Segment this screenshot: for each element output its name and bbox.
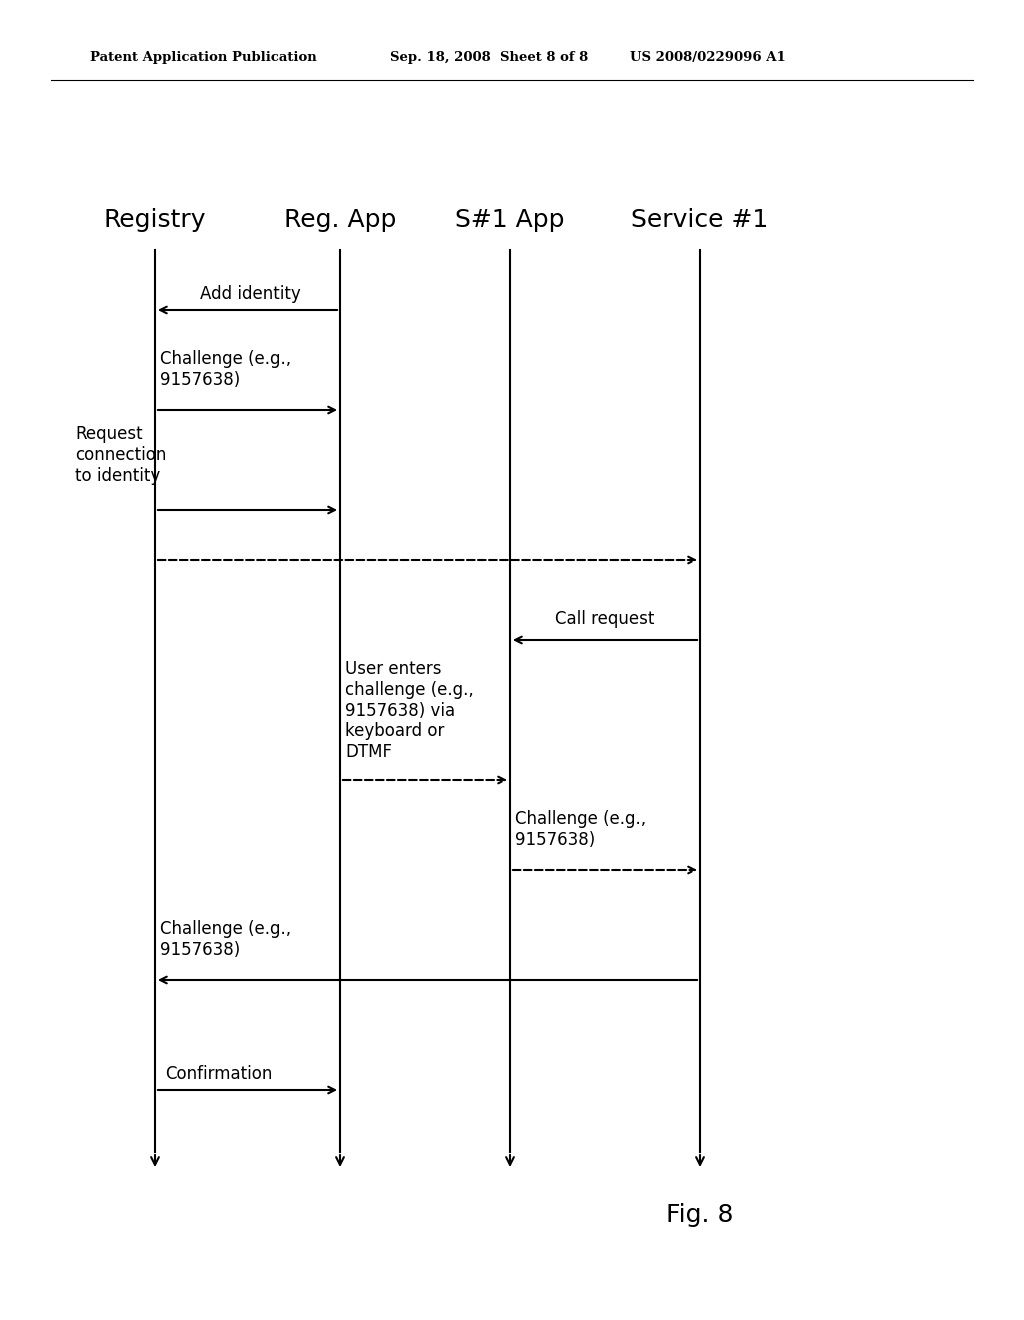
Text: Confirmation: Confirmation — [165, 1065, 272, 1082]
Text: Reg. App: Reg. App — [284, 209, 396, 232]
Text: Challenge (e.g.,
9157638): Challenge (e.g., 9157638) — [515, 810, 646, 849]
Text: User enters
challenge (e.g.,
9157638) via
keyboard or
DTMF: User enters challenge (e.g., 9157638) vi… — [345, 660, 474, 762]
Text: Registry: Registry — [103, 209, 206, 232]
Text: Fig. 8: Fig. 8 — [667, 1203, 734, 1228]
Text: Add identity: Add identity — [200, 285, 301, 304]
Text: Challenge (e.g.,
9157638): Challenge (e.g., 9157638) — [160, 350, 291, 389]
Text: US 2008/0229096 A1: US 2008/0229096 A1 — [630, 51, 785, 65]
Text: Challenge (e.g.,
9157638): Challenge (e.g., 9157638) — [160, 920, 291, 958]
Text: S#1 App: S#1 App — [456, 209, 565, 232]
Text: Sep. 18, 2008  Sheet 8 of 8: Sep. 18, 2008 Sheet 8 of 8 — [390, 51, 588, 65]
Text: Call request: Call request — [555, 610, 654, 628]
Text: Service #1: Service #1 — [632, 209, 769, 232]
Text: Patent Application Publication: Patent Application Publication — [90, 51, 316, 65]
Text: Request
connection
to identity: Request connection to identity — [75, 425, 166, 484]
